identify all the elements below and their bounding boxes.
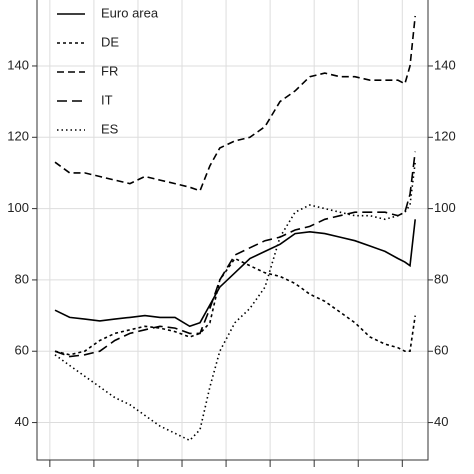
line-series	[54, 257, 416, 356]
y-tick-label: 40	[15, 414, 29, 429]
y-tick-label: 100	[7, 200, 29, 215]
plot-frame	[36, 0, 429, 461]
y-tick-label: 80	[15, 271, 29, 286]
legend-label: Euro area	[101, 5, 159, 20]
line-series	[54, 162, 416, 442]
y2-tick-label: 40	[434, 414, 448, 429]
y-tick-label: 60	[15, 343, 29, 358]
legend-label: ES	[101, 121, 119, 136]
y-tick-label: 140	[7, 57, 29, 72]
line-series	[54, 219, 416, 328]
y2-tick-label: 80	[434, 271, 448, 286]
legend-label: FR	[101, 63, 118, 78]
y2-tick-label: 100	[434, 200, 456, 215]
line-series	[54, 15, 416, 192]
y2-tick-label: 140	[434, 57, 456, 72]
legend-label: DE	[101, 34, 119, 49]
y2-tick-label: 120	[434, 129, 456, 144]
legend-label: IT	[101, 92, 113, 107]
y2-tick-label: 60	[434, 343, 448, 358]
line-series	[54, 151, 416, 358]
y-tick-label: 120	[7, 129, 29, 144]
